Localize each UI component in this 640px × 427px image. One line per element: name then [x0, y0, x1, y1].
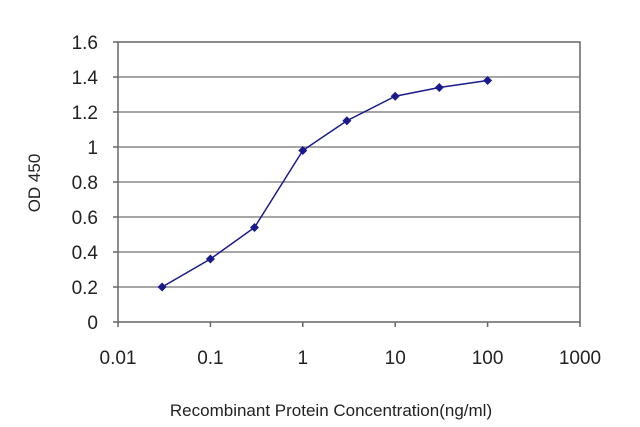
data-point-2 [249, 223, 259, 232]
data-point-4 [342, 116, 352, 126]
data-point-6 [434, 83, 444, 92]
series-line-0 [161, 79, 488, 288]
x-tick-label: 100 [472, 348, 504, 369]
y-tick-label: 0.4 [72, 243, 99, 264]
data-point-3 [298, 146, 308, 155]
gridlines [118, 76, 580, 288]
x-tick-label: 10 [385, 348, 406, 369]
y-axis-label: OD 450 [25, 154, 44, 213]
y-tick-label: 1.4 [72, 68, 99, 89]
x-tick-label: 1 [298, 348, 309, 369]
x-tick-label: 0.1 [197, 348, 223, 369]
y-tick-labels: 0 0.2 0.4 0.6 0.8 1 1.2 1.4 1.6 [72, 33, 118, 334]
series-layer [157, 76, 493, 292]
data-point-7 [483, 76, 493, 85]
y-tick-label: 1.2 [72, 103, 98, 124]
x-tick-labels: 0.01 0.1 1 10 100 1000 [100, 322, 601, 369]
y-tick-label: 0.6 [72, 208, 98, 229]
y-tick-label: 0.2 [72, 278, 98, 299]
y-tick-label: 0 [87, 313, 98, 334]
y-tick-label: 1 [87, 138, 98, 159]
x-tick-label: 0.01 [100, 348, 137, 369]
y-tick-label: 0.8 [72, 173, 98, 194]
data-point-5 [390, 91, 400, 101]
x-tick-label: 1000 [559, 348, 601, 369]
y-tick-label: 1.6 [72, 33, 98, 54]
x-axis-label: Recombinant Protein Concentration(ng/ml) [170, 401, 492, 420]
data-point-0 [157, 282, 167, 292]
data-point-1 [205, 254, 215, 264]
